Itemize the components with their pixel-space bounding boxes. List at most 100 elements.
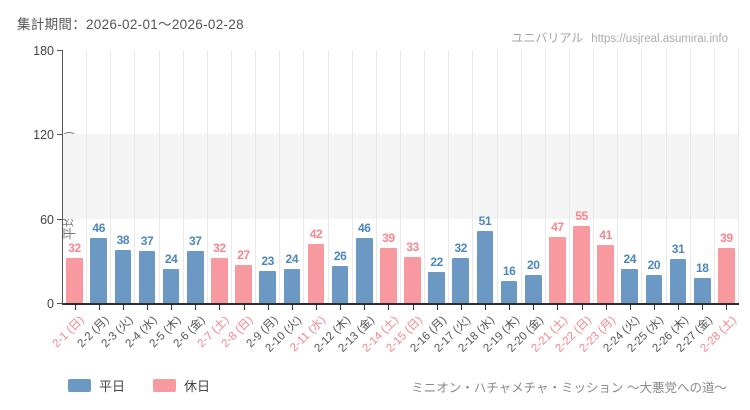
x-axis-tick: [557, 305, 559, 310]
bar-weekday: [645, 274, 663, 303]
x-axis-tick: [267, 305, 269, 310]
bar-holiday: [66, 258, 83, 303]
bar-weekday: [428, 272, 445, 303]
bar-slot: 39 2-28 (土): [698, 50, 739, 355]
bar-value-label: 46: [357, 221, 371, 236]
y-tick-label: 60: [40, 212, 54, 227]
x-axis-tick: [605, 305, 607, 310]
legend-item-holiday[interactable]: 休日: [153, 376, 210, 395]
bar-value-label: 51: [478, 214, 492, 229]
bar-slot: 38 2-3 (火): [99, 50, 136, 350]
bar-value-label: 31: [671, 242, 685, 257]
bar-weekday: [186, 251, 204, 303]
bar-weekday: [259, 270, 277, 303]
bar-value-label: 39: [382, 231, 395, 246]
bar-slot: 31 2-26 (木): [650, 50, 691, 355]
bar-value-label: 42: [309, 226, 323, 241]
bar-value-label: 32: [213, 241, 226, 256]
bar-value-label: 39: [720, 231, 733, 246]
x-axis-tick: [460, 305, 462, 310]
bar-holiday: [404, 256, 421, 303]
bar-slot: 42 2-11 (水): [288, 50, 329, 354]
legend-label: 休日: [184, 379, 211, 394]
bar-slot: 26 2-12 (木): [312, 50, 353, 355]
x-axis-tick: [388, 305, 390, 310]
x-axis-tick: [122, 305, 124, 310]
bar-weekday: [114, 249, 132, 303]
bar-value-label: 47: [551, 219, 564, 234]
y-tick-label: 120: [33, 128, 54, 143]
bar-slot: 41 2-23 (月): [578, 50, 619, 355]
bar-slot: 46 2-2 (月): [75, 50, 112, 350]
bar-value-label: 46: [92, 221, 105, 236]
x-axis-tick: [171, 305, 173, 310]
x-axis-tick: [533, 305, 535, 310]
bar-weekday: [693, 277, 711, 303]
bar-weekday: [669, 259, 687, 303]
bar-slot: 47 2-21 (土): [529, 50, 570, 355]
bar-holiday: [573, 225, 590, 303]
x-axis-tick: [340, 305, 342, 310]
x-axis-tick: [653, 305, 655, 310]
bar-value-label: 23: [261, 253, 274, 268]
legend-item-weekday[interactable]: 平日: [68, 376, 125, 395]
period-label: 集計期間：2026-02-01～2026-02-28: [17, 17, 244, 32]
x-axis-tick: [678, 305, 680, 310]
legend-swatch-weekday: [68, 379, 91, 392]
bar-value-label: 37: [188, 234, 202, 248]
bar-value-label: 20: [647, 257, 661, 272]
x-axis-tick: [484, 305, 486, 310]
bar-holiday: [211, 258, 228, 303]
bar-slot: 20 2-20 (金): [505, 50, 546, 355]
watermark-url-link[interactable]: https://usjreal.asumirai.info: [591, 33, 728, 45]
bar-slot: 32 2-7 (土): [196, 50, 232, 350]
bar-slot: 24 2-24 (火): [602, 50, 643, 355]
bar-holiday: [235, 265, 252, 303]
bar-slot: 32 2-1 (日): [51, 50, 88, 350]
bar-weekday: [283, 269, 301, 303]
bar-value-label: 22: [430, 255, 443, 270]
x-axis-tick: [629, 305, 631, 310]
legend-swatch-holiday: [153, 379, 177, 392]
attraction-name: ミニオン・ハチャメチャ・ミッション ～大悪党への道～: [411, 381, 727, 395]
x-axis-tick: [219, 305, 221, 310]
bar-value-label: 38: [116, 232, 130, 247]
bar-value-label: 32: [454, 241, 468, 256]
bar-holiday: [380, 248, 397, 303]
bar-value-label: 37: [140, 234, 154, 248]
bar-slot: 51 2-18 (水): [457, 50, 498, 355]
bar-slot: 46 2-13 (金): [336, 50, 377, 355]
bar-slot: 24 2-5 (木): [148, 50, 184, 350]
bar-weekday: [331, 266, 349, 303]
x-axis-tick: [509, 305, 511, 310]
y-axis-tick: [57, 303, 63, 304]
x-axis-tick: [146, 305, 148, 310]
x-axis-tick: [315, 305, 317, 310]
bar-weekday: [476, 231, 494, 303]
bar-value-label: 32: [68, 241, 81, 256]
bar-holiday: [597, 245, 614, 303]
watermark-site-name: ユニバリアル: [511, 31, 584, 45]
bar-value-label: 41: [599, 228, 612, 243]
bar-value-label: 18: [695, 260, 709, 275]
bar-weekday: [500, 280, 518, 303]
y-axis-tick: [57, 50, 63, 51]
bar-weekday: [355, 238, 373, 303]
y-axis-tick: [57, 134, 63, 136]
x-axis-tick: [436, 305, 438, 310]
bar-slot: 39 2-14 (土): [360, 50, 401, 355]
bar-holiday: [549, 236, 566, 303]
plot-area: 32 2-1 (日) 46 2-2 (月) 38 2-3 (火) 37 2-4 (水) 24 2-…: [33, 45, 739, 355]
x-axis-tick: [291, 305, 293, 310]
bar-holiday: [307, 243, 325, 303]
watermark: ユニバリアル https://usjreal.asumirai.info: [511, 29, 728, 46]
x-axis-tick: [74, 305, 76, 310]
bar-value-label: 24: [164, 252, 178, 267]
bar-value-label: 26: [333, 249, 347, 264]
bar-slot: 22 2-16 (月): [409, 50, 450, 355]
x-axis-tick: [702, 305, 704, 310]
bar-value-label: 24: [623, 252, 637, 267]
bar-slot: 55 2-22 (日): [553, 50, 595, 355]
bar-value-label: 24: [285, 252, 299, 267]
